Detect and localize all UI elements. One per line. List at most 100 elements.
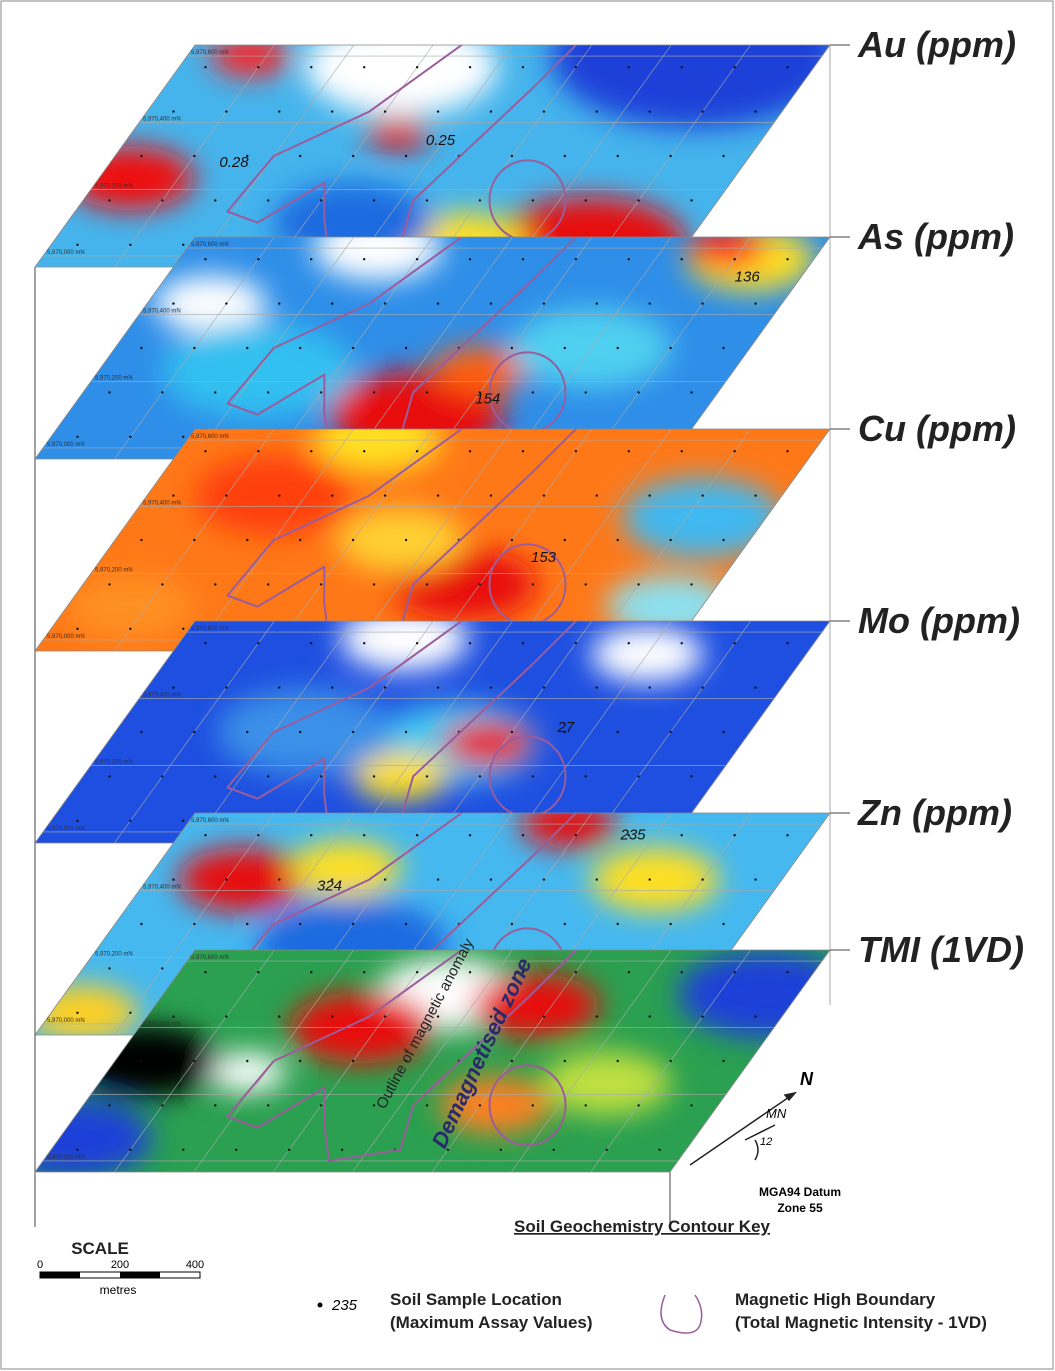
sample-dot xyxy=(214,199,217,202)
sample-dot xyxy=(648,302,651,305)
sample-dot xyxy=(172,878,175,881)
northing: 5,970,200 mN xyxy=(95,951,133,957)
sample-dot xyxy=(204,971,207,974)
sample-dot xyxy=(415,450,419,453)
sample-dot xyxy=(701,1015,704,1018)
sample-dot xyxy=(267,775,270,778)
sample-dot xyxy=(552,1148,555,1152)
sample-dot xyxy=(595,302,598,305)
sample-dot xyxy=(415,642,419,645)
sample-dot xyxy=(425,199,429,202)
sample-dot xyxy=(140,922,143,926)
magnetic-boundary xyxy=(226,950,577,1162)
sample-dot xyxy=(287,1148,291,1152)
sample-dot xyxy=(225,110,228,113)
sample-dot xyxy=(489,494,493,497)
sample-dot xyxy=(383,302,387,305)
sample-dot xyxy=(310,971,313,974)
sample-dot xyxy=(478,1104,482,1107)
sample-dot xyxy=(331,1015,334,1018)
sample-dot xyxy=(733,258,736,261)
sample-dot xyxy=(680,642,683,645)
sample-dot xyxy=(754,1015,757,1018)
boundary-sub: (Total Magnetic Intensity - 1VD) xyxy=(735,1313,987,1332)
sample-dot xyxy=(478,775,482,778)
sample-dot xyxy=(542,302,546,305)
sample-dot xyxy=(531,1104,534,1107)
sample-dot xyxy=(468,450,472,453)
sample-dot xyxy=(627,66,630,69)
sample-dot xyxy=(563,346,566,350)
sample-dot xyxy=(595,110,598,113)
sample-dot xyxy=(319,1104,323,1107)
sample-value: 235 xyxy=(331,1297,358,1314)
layers: 5,970,600 mN 5,970,400 mN 5,970,200 mN 5,97… xyxy=(34,24,1024,1227)
datum: MGA94 Datum xyxy=(759,1185,841,1199)
sample-dot xyxy=(172,1015,175,1018)
sample-dot xyxy=(161,775,164,778)
sample-dot xyxy=(468,258,472,261)
sample-dot xyxy=(786,971,789,974)
contour-blob xyxy=(622,477,783,558)
sample-dot xyxy=(140,538,143,542)
max-value: 27 xyxy=(557,719,575,736)
northing: 5,970,000 mN xyxy=(47,826,85,832)
sample-dot xyxy=(786,66,789,69)
sample-dot xyxy=(531,199,534,202)
sample-dot xyxy=(140,154,143,158)
sample-dot xyxy=(415,834,419,837)
sample-dot xyxy=(595,878,598,881)
declination: 12 xyxy=(760,1136,772,1148)
northing: 5,970,400 mN xyxy=(143,885,181,891)
sample-dot xyxy=(468,971,472,974)
northing: 5,970,600 mN xyxy=(191,242,229,248)
northing: 5,970,000 mN xyxy=(47,634,85,640)
sample-dot xyxy=(648,878,651,881)
sample-dot xyxy=(246,922,249,926)
max-value: 0.25 xyxy=(426,132,456,149)
layer: 5,970,600 mN 5,970,400 mN 5,970,200 mN 5,97… xyxy=(34,600,1020,1035)
sample-dot xyxy=(351,154,355,158)
sample-dot xyxy=(637,1104,640,1107)
layer-label: Au (ppm) xyxy=(857,24,1016,65)
sample-dot xyxy=(701,110,704,113)
sample-dot xyxy=(616,346,619,350)
sample-dot xyxy=(436,110,440,113)
sample-dot xyxy=(331,878,334,881)
northing: 5,970,400 mN xyxy=(143,309,181,315)
sample-dot xyxy=(786,642,789,645)
sample-dot xyxy=(383,494,387,497)
sample-dot xyxy=(383,686,387,689)
sample-dot xyxy=(574,66,578,69)
sample-dot xyxy=(531,391,534,394)
sample-dot xyxy=(542,686,546,689)
grid-line xyxy=(511,45,672,267)
sample-dot xyxy=(225,302,228,305)
sample-dot xyxy=(722,730,725,734)
layer-label: Cu (ppm) xyxy=(858,408,1016,449)
sample-dot xyxy=(616,1059,619,1063)
sample-dot xyxy=(372,199,376,202)
contour-blob xyxy=(591,847,719,912)
sample-dot xyxy=(531,583,534,586)
magnetic-boundary xyxy=(226,621,577,833)
sample-dot xyxy=(637,775,640,778)
sample-dot xyxy=(733,66,736,69)
sample-dot xyxy=(415,258,419,261)
contour-blob xyxy=(305,45,498,116)
sample-dot xyxy=(257,66,260,69)
northing: 5,970,600 mN xyxy=(191,626,229,632)
sample-dot xyxy=(351,922,355,926)
sample-dot xyxy=(669,922,672,926)
sample-dot xyxy=(436,686,440,689)
sample-dot xyxy=(637,199,640,202)
sample-dot xyxy=(701,494,704,497)
sample-dot xyxy=(372,1104,376,1107)
sample-dot xyxy=(331,302,334,305)
sample-dot xyxy=(404,922,408,926)
sample-dot xyxy=(383,1015,387,1018)
contour-blob xyxy=(178,847,307,912)
sample-dot xyxy=(278,302,281,305)
sample-dot xyxy=(161,967,164,970)
sample-dot xyxy=(140,730,143,734)
